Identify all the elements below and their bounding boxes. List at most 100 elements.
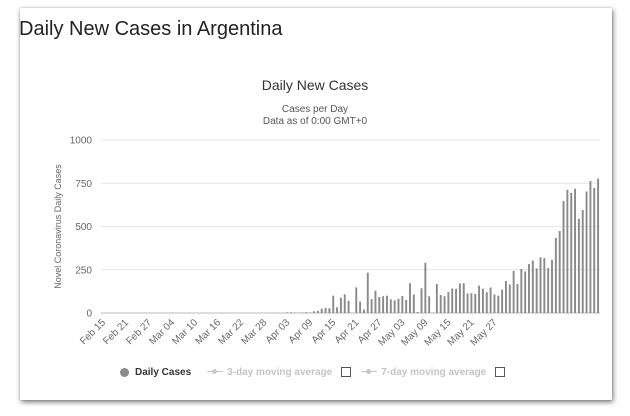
bar (409, 283, 411, 313)
bar (562, 201, 565, 313)
y-tick-label: 250 (75, 265, 92, 276)
bar (382, 296, 385, 313)
bar (447, 291, 450, 313)
bar (493, 294, 496, 313)
bar (324, 307, 327, 313)
bar (359, 301, 362, 313)
legend-marker-daily-cases (120, 367, 129, 377)
x-tick-label: Apr 21 (333, 317, 362, 346)
bar (435, 284, 438, 313)
chart-subtitle-timestamp: Data as of 0:00 GMT+0 (262, 116, 368, 127)
bar (497, 295, 500, 313)
legend-item-daily-cases[interactable]: Daily Cases (120, 367, 191, 378)
bar (470, 293, 473, 313)
legend-label-3-day-average: 3-day moving average (227, 366, 333, 378)
bar (589, 181, 592, 313)
bar (455, 288, 458, 313)
bar (386, 295, 388, 313)
bar (343, 294, 346, 313)
bar (362, 309, 365, 313)
bar (401, 296, 404, 313)
bar (309, 312, 312, 313)
bar (501, 289, 504, 313)
x-tick-label: Mar 28 (239, 317, 269, 347)
bar (313, 311, 315, 313)
chart-card (20, 8, 612, 400)
bar (481, 288, 484, 313)
bar (508, 284, 511, 313)
x-tick-label: Apr 09 (287, 317, 316, 346)
legend-checkbox-7-day-average[interactable] (495, 367, 506, 377)
bar (389, 299, 392, 313)
bar (462, 283, 465, 313)
bar (504, 280, 507, 313)
legend-checkbox-3-day-average[interactable] (341, 367, 352, 377)
bar (466, 293, 469, 313)
bar (570, 192, 573, 313)
chart-legend: Daily Cases 3-day moving average 7-day m… (120, 364, 515, 380)
bar (474, 293, 477, 313)
bar (535, 268, 538, 313)
bar (539, 257, 542, 313)
bar (332, 295, 335, 313)
bar (305, 312, 308, 313)
bar (290, 312, 292, 313)
bar (336, 307, 339, 313)
bar (439, 295, 442, 313)
bar (551, 259, 553, 313)
legend-marker-3-day-average (207, 368, 224, 376)
bar (543, 258, 546, 313)
bar (378, 297, 381, 313)
chart-subtitle-units: Cases per Day (281, 104, 349, 115)
bar (528, 264, 530, 313)
bar (355, 287, 358, 313)
bar (574, 188, 577, 313)
bar (485, 292, 488, 313)
legend-label-daily-cases: Daily Cases (135, 366, 192, 378)
y-tick-label: 0 (86, 309, 92, 320)
bar (451, 288, 454, 313)
bar (339, 297, 342, 313)
bar (420, 288, 423, 313)
bar (577, 218, 580, 313)
x-tick-label: Apr 03 (264, 317, 293, 346)
bar (516, 283, 519, 313)
bar (524, 271, 527, 313)
bar (416, 311, 419, 313)
bar (374, 290, 377, 313)
bar (286, 312, 289, 313)
bar (512, 270, 515, 313)
bar (370, 299, 373, 313)
bar (412, 294, 415, 313)
chart-title: Daily New Cases (261, 77, 369, 93)
bar (581, 210, 584, 313)
bar (520, 268, 523, 313)
x-tick-label: May 27 (469, 317, 500, 348)
bar (347, 300, 350, 313)
bar (443, 296, 446, 313)
x-tick-label: Apr 15 (310, 317, 339, 346)
bar (558, 230, 561, 313)
bar (554, 237, 557, 313)
legend-item-7-day-average[interactable]: 7-day moving average (361, 367, 515, 378)
bar (585, 191, 588, 313)
bar (566, 189, 569, 313)
bar (301, 312, 304, 313)
y-tick-label: 1000 (70, 136, 93, 147)
bar (458, 283, 461, 313)
legend-marker-7-day-average (361, 368, 378, 376)
bar (531, 260, 534, 313)
bar (316, 310, 319, 313)
y-tick-label: 750 (75, 179, 92, 190)
bar (405, 300, 408, 313)
bar (547, 268, 550, 313)
bar (597, 178, 600, 313)
bar (393, 300, 396, 313)
bar (397, 298, 400, 313)
bar (366, 272, 369, 313)
bar (320, 308, 323, 313)
legend-item-3-day-average[interactable]: 3-day moving average (207, 367, 361, 378)
bar (328, 308, 331, 313)
bar (593, 187, 596, 313)
